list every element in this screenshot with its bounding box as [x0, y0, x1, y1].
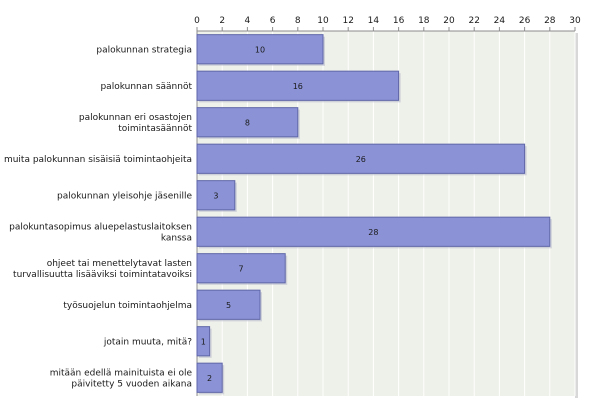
bar	[196, 289, 261, 320]
bar	[196, 70, 400, 101]
x-tick-label: 22	[468, 16, 479, 26]
bar	[196, 180, 236, 211]
plot-shadow	[575, 33, 578, 398]
category-label: palokunnan yleisohje jäsenille	[57, 191, 192, 201]
bar	[196, 253, 286, 284]
category-label: ohjeet tai menettelytavat lasten turvalli…	[13, 259, 192, 280]
x-tick-label: 26	[519, 16, 531, 26]
x-tick-label: 10	[317, 16, 329, 26]
x-tick-label: 28	[544, 16, 556, 26]
data-label: 5	[226, 301, 231, 310]
category-label: mitään edellä mainituista ei ole päivitet…	[50, 368, 193, 389]
x-tick-label: 20	[443, 16, 455, 26]
x-tick-label: 8	[295, 16, 301, 26]
data-label: 1	[201, 337, 206, 346]
data-label: 10	[255, 45, 265, 54]
x-tick-label: 12	[342, 16, 353, 26]
data-label: 7	[239, 264, 244, 273]
bar	[196, 107, 299, 138]
x-tick-label: 30	[569, 16, 581, 26]
data-label: 28	[368, 228, 378, 237]
x-tick-label: 16	[393, 16, 405, 26]
bar	[196, 326, 211, 357]
category-label: palokuntasopimus aluepelastuslaitoksen ka…	[9, 222, 192, 243]
x-tick-label: 4	[245, 16, 251, 26]
category-label: muita palokunnan sisäisiä toimintaohjeit…	[4, 155, 192, 165]
category-label: palokunnan strategia	[96, 45, 192, 55]
bar	[196, 34, 324, 65]
bar	[196, 362, 223, 393]
x-tick-label: 24	[494, 16, 506, 26]
data-label: 8	[245, 118, 250, 127]
data-label: 2	[207, 374, 212, 383]
x-tick-label: 14	[368, 16, 380, 26]
x-tick-label: 18	[418, 16, 430, 26]
x-tick-label: 6	[270, 16, 276, 26]
x-tick-label: 0	[194, 16, 200, 26]
x-tick-label: 2	[219, 16, 225, 26]
data-label: 3	[213, 191, 218, 200]
bar	[196, 216, 551, 247]
data-label: 16	[293, 82, 303, 91]
category-label: palokunnan säännöt	[100, 82, 192, 92]
category-label: jotain muuta, mitä?	[103, 337, 192, 347]
bar	[196, 143, 526, 174]
data-label: 26	[356, 155, 366, 164]
category-label: palokunnan eri osastojen toimintasäännöt	[79, 113, 193, 134]
category-label: työsuojelun toimintaohjelma	[63, 301, 192, 311]
